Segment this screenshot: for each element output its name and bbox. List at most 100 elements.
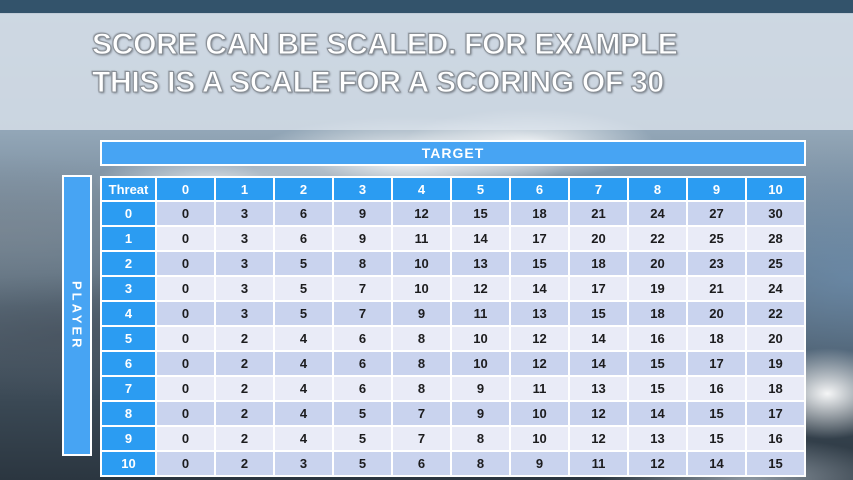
score-cell: 12 — [450, 275, 511, 302]
table-row: 4 0 3 5 7 9 11 13 15 18 20 22 — [100, 300, 806, 327]
score-cell: 18 — [568, 250, 629, 277]
score-cell: 24 — [627, 200, 688, 227]
score-cell: 16 — [686, 375, 747, 402]
score-cell: 30 — [745, 200, 806, 227]
score-cell: 9 — [450, 375, 511, 402]
score-cell: 8 — [450, 450, 511, 477]
score-cell: 0 — [155, 250, 216, 277]
target-column-header: 10 — [745, 176, 806, 202]
score-cell: 15 — [627, 375, 688, 402]
score-cell: 10 — [509, 400, 570, 427]
table-row: 9 0 2 4 5 7 8 10 12 13 15 16 — [100, 425, 806, 452]
threat-row-label: 8 — [100, 400, 157, 427]
score-cell: 0 — [155, 200, 216, 227]
score-cell: 0 — [155, 325, 216, 352]
score-cell: 17 — [686, 350, 747, 377]
score-cell: 0 — [155, 425, 216, 452]
score-cell: 6 — [332, 325, 393, 352]
score-cell: 10 — [450, 325, 511, 352]
header-row: Threat 0 1 2 3 4 5 6 7 8 9 10 — [100, 176, 806, 202]
target-column-header: 5 — [450, 176, 511, 202]
score-cell: 4 — [273, 375, 334, 402]
score-cell: 7 — [391, 400, 452, 427]
score-cell: 6 — [391, 450, 452, 477]
score-cell: 3 — [273, 450, 334, 477]
score-cell: 18 — [745, 375, 806, 402]
slide-title: SCORE CAN BE SCALED. FOR EXAMPLE THIS IS… — [91, 26, 678, 102]
score-cell: 21 — [568, 200, 629, 227]
table-row: 1 0 3 6 9 11 14 17 20 22 25 28 — [100, 225, 806, 252]
threat-row-label: 5 — [100, 325, 157, 352]
score-cell: 5 — [332, 450, 393, 477]
target-column-header: 1 — [214, 176, 275, 202]
score-cell: 25 — [745, 250, 806, 277]
threat-row-label: 2 — [100, 250, 157, 277]
threat-row-label: 6 — [100, 350, 157, 377]
score-cell: 15 — [509, 250, 570, 277]
score-cell: 5 — [332, 425, 393, 452]
score-cell: 9 — [332, 200, 393, 227]
target-label: TARGET — [421, 145, 485, 161]
score-cell: 9 — [509, 450, 570, 477]
target-column-header: 3 — [332, 176, 393, 202]
player-header-bar: PLAYER — [62, 175, 92, 456]
title-band — [0, 13, 853, 130]
score-cell: 13 — [450, 250, 511, 277]
score-cell: 20 — [745, 325, 806, 352]
score-cell: 12 — [391, 200, 452, 227]
score-cell: 8 — [332, 250, 393, 277]
score-cell: 0 — [155, 350, 216, 377]
score-cell: 3 — [214, 300, 275, 327]
score-cell: 12 — [568, 425, 629, 452]
score-cell: 18 — [509, 200, 570, 227]
score-cell: 8 — [450, 425, 511, 452]
score-cell: 6 — [273, 225, 334, 252]
score-cell: 7 — [332, 275, 393, 302]
score-cell: 15 — [686, 400, 747, 427]
player-label: PLAYER — [69, 280, 85, 351]
score-cell: 12 — [568, 400, 629, 427]
score-cell: 17 — [745, 400, 806, 427]
score-cell: 28 — [745, 225, 806, 252]
score-cell: 9 — [450, 400, 511, 427]
score-cell: 14 — [450, 225, 511, 252]
target-column-header: 7 — [568, 176, 629, 202]
table-row: 10 0 2 3 5 6 8 9 11 12 14 15 — [100, 450, 806, 477]
score-cell: 11 — [450, 300, 511, 327]
threat-row-label: 1 — [100, 225, 157, 252]
score-cell: 14 — [686, 450, 747, 477]
table-row: 3 0 3 5 7 10 12 14 17 19 21 24 — [100, 275, 806, 302]
score-cell: 0 — [155, 275, 216, 302]
score-cell: 5 — [273, 300, 334, 327]
score-cell: 4 — [273, 400, 334, 427]
table-row: 5 0 2 4 6 8 10 12 14 16 18 20 — [100, 325, 806, 352]
score-cell: 16 — [745, 425, 806, 452]
score-cell: 12 — [509, 350, 570, 377]
score-cell: 4 — [273, 425, 334, 452]
threat-row-label: 7 — [100, 375, 157, 402]
score-table: Threat 0 1 2 3 4 5 6 7 8 9 10 0 0 3 6 9 12 15 18 21 24 27 30 1 0… — [100, 176, 806, 477]
score-cell: 0 — [155, 450, 216, 477]
score-table-body: 0 0 3 6 9 12 15 18 21 24 27 30 1 0 3 6 9 11 14 17 20 22 25 28 2 0… — [100, 200, 806, 477]
target-column-header: 4 — [391, 176, 452, 202]
target-column-header: 9 — [686, 176, 747, 202]
threat-row-label: 10 — [100, 450, 157, 477]
score-table-head: Threat 0 1 2 3 4 5 6 7 8 9 10 — [100, 176, 806, 202]
score-cell: 12 — [509, 325, 570, 352]
score-cell: 10 — [391, 275, 452, 302]
slide-title-line-1: SCORE CAN BE SCALED. FOR EXAMPLE — [91, 28, 678, 62]
target-column-header: 0 — [155, 176, 216, 202]
threat-row-label: 3 — [100, 275, 157, 302]
score-cell: 15 — [686, 425, 747, 452]
table-row: 2 0 3 5 8 10 13 15 18 20 23 25 — [100, 250, 806, 277]
score-cell: 14 — [509, 275, 570, 302]
score-cell: 10 — [509, 425, 570, 452]
threat-row-label: 4 — [100, 300, 157, 327]
score-cell: 5 — [332, 400, 393, 427]
target-column-header: 2 — [273, 176, 334, 202]
table-row: 6 0 2 4 6 8 10 12 14 15 17 19 — [100, 350, 806, 377]
score-cell: 13 — [568, 375, 629, 402]
score-cell: 0 — [155, 400, 216, 427]
score-cell: 8 — [391, 325, 452, 352]
score-cell: 0 — [155, 300, 216, 327]
